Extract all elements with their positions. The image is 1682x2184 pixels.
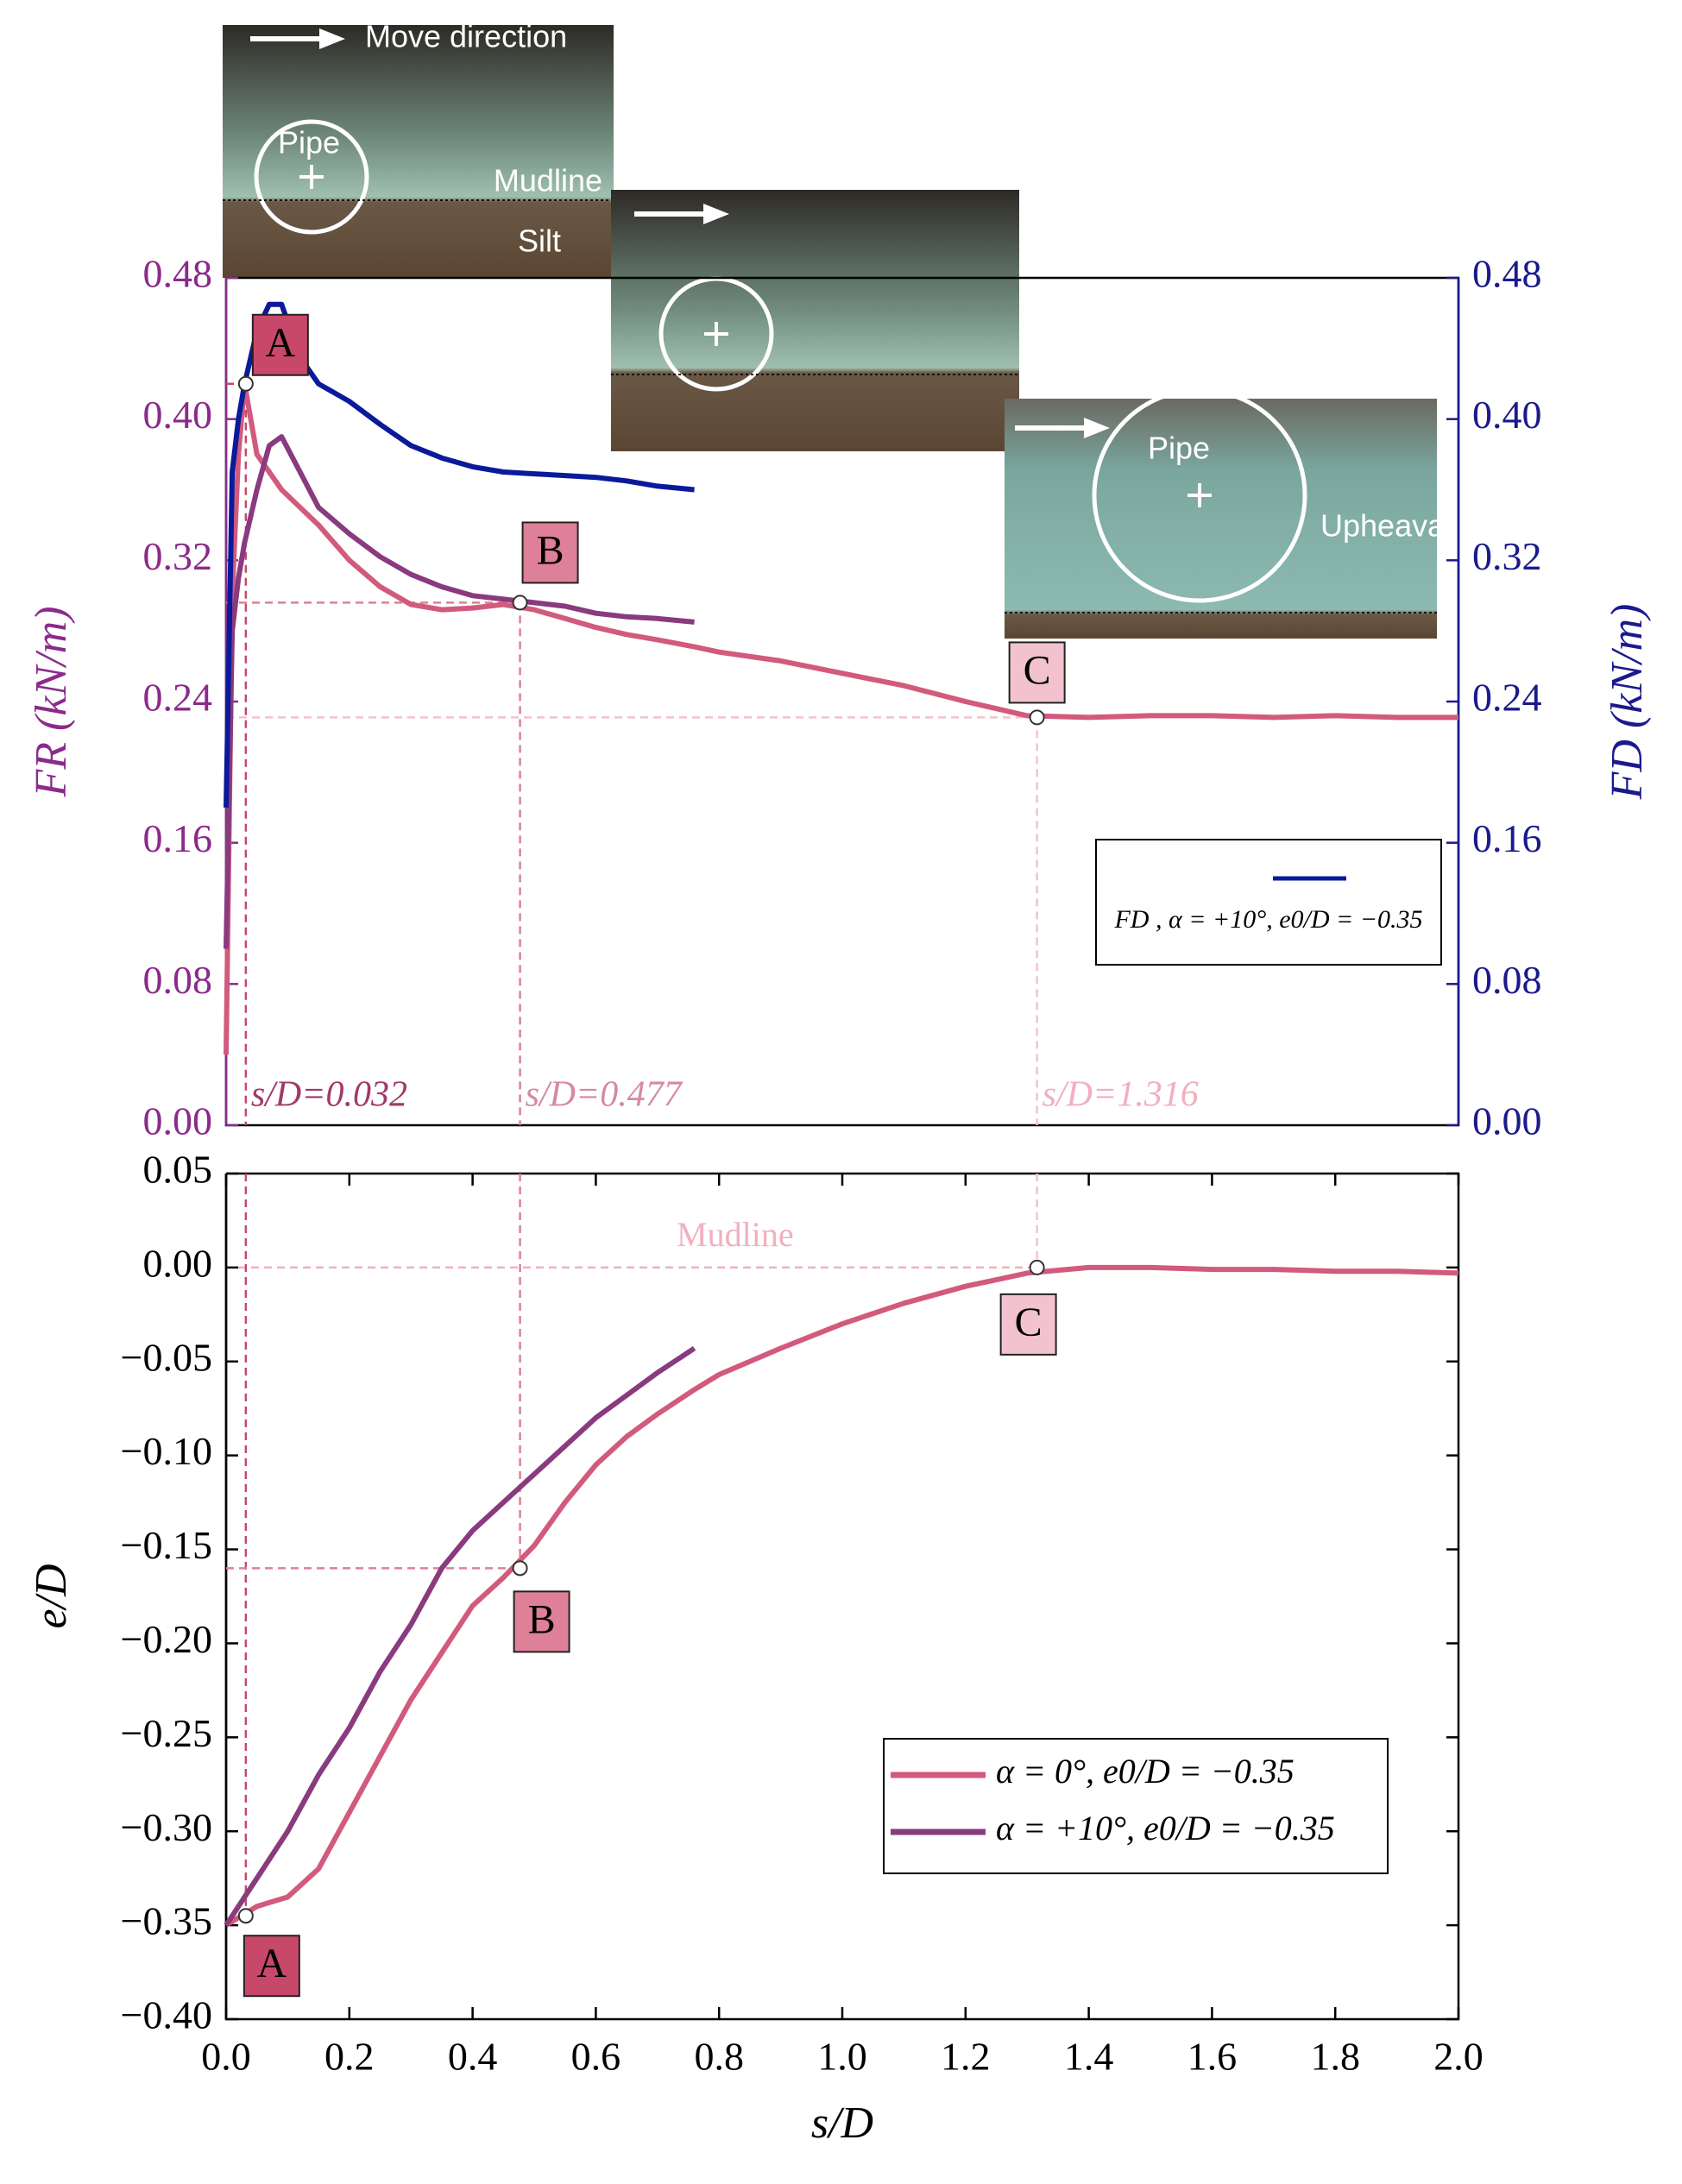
photo-label: Upheaval [1320,508,1452,544]
guide-note: s/D=1.316 [1043,1075,1199,1115]
series-line [224,381,1458,1055]
guide-note: s/D=0.477 [526,1075,684,1115]
y2-tick-label: 0.48 [1472,252,1542,296]
x-tick-label: 0.6 [571,2035,621,2079]
legend-box [883,1738,1389,1874]
y-tick-label: 0.32 [143,534,213,578]
point-box [521,521,579,584]
point-label: B [528,1596,556,1642]
x-tick-label: 1.6 [1187,2035,1238,2079]
x-axis-label: s/D [811,2099,873,2148]
x-tick-label: 1.8 [1310,2035,1360,2079]
series-line [224,301,695,808]
photo-inset: Move direction Pipe Mudline Silt [223,19,614,278]
y-tick-label: −0.20 [121,1617,212,1661]
photo-label: Mudline [494,163,602,198]
point-box [999,1293,1057,1356]
x-tick-label: 1.0 [817,2035,867,2079]
y-tick-label: −0.15 [121,1523,212,1567]
point-box [251,313,309,376]
photo-label: Pipe [278,125,340,160]
point-label: C [1024,647,1051,693]
y2-tick-label: 0.16 [1472,816,1542,860]
y-tick-label: 0.40 [143,393,213,437]
key-point [1029,1259,1045,1275]
x-tick-label: 0.4 [448,2035,498,2079]
series-line [224,434,695,949]
reference-label: Mudline [677,1215,794,1254]
key-point [512,595,528,611]
y-tick-label: 0.00 [143,1241,213,1285]
photo [223,25,614,278]
point-box [1008,641,1066,704]
y-tick-label: 0.00 [143,1099,213,1143]
point-box [243,1935,300,1998]
pipe-circle [1092,387,1307,603]
series-line [224,1264,1459,1928]
key-point [512,1560,528,1577]
guide-note: s/D=0.032 [251,1075,407,1115]
y-tick-label: 0.48 [143,252,213,296]
x-tick-label: 0.8 [694,2035,744,2079]
x-tick-label: 1.2 [941,2035,991,2079]
y-axis-label: FR (kN/m) [27,607,76,798]
photo-label: Silt [518,223,561,259]
y2-tick-label: 0.08 [1472,958,1542,1002]
photo [611,190,1019,451]
point-label: A [266,320,296,366]
y-tick-label: −0.10 [121,1429,212,1473]
y-tick-label: −0.25 [121,1711,212,1755]
y-axis-label: e/D [27,1564,76,1628]
photo-inset: Pipe Upheaval [1005,387,1452,639]
series-line [224,1345,696,1927]
y-tick-label: −0.35 [121,1899,212,1943]
pipe-center [1187,483,1212,507]
y-tick-label: 0.16 [143,816,213,860]
y2-tick-label: 0.40 [1472,393,1542,437]
legend-label: α = 0°, e0/D = −0.35 [996,1752,1295,1791]
point-label: B [537,527,564,573]
arrow-head [703,204,729,224]
y2-tick-label: 0.24 [1472,676,1542,720]
y-tick-label: −0.05 [121,1335,212,1379]
photo-label: Move direction [365,19,567,54]
y2-axis-label: FD (kN/m) [1603,604,1652,801]
x-tick-label: 2.0 [1433,2035,1484,2079]
arrow-head [1084,418,1110,438]
legend-box [1095,839,1442,966]
legend-label: α = +10°, e0/D = −0.35 [996,1809,1335,1847]
pipe-center [299,165,324,189]
x-tick-label: 0.0 [201,2035,251,2079]
point-box [513,1590,570,1653]
x-tick-label: 1.4 [1064,2035,1114,2079]
point-label: C [1015,1300,1043,1345]
y-tick-label: 0.05 [143,1148,213,1192]
photo-label: Pipe [1148,431,1210,466]
legend-label: FD , α = +10°, e0/D = −0.35 [1113,905,1422,934]
key-point [237,1908,254,1924]
arrow-head [319,28,345,49]
y-tick-label: 0.24 [143,676,213,720]
key-point [1029,709,1045,726]
y-tick-label: −0.40 [121,1993,212,2037]
y2-tick-label: 0.32 [1472,534,1542,578]
point-label: A [257,1941,287,1986]
pipe-center [704,322,728,346]
x-tick-label: 0.2 [324,2035,375,2079]
y2-tick-label: 0.00 [1472,1099,1542,1143]
y-tick-label: −0.30 [121,1805,212,1849]
axis-frame [224,1172,1460,2021]
y-tick-label: 0.08 [143,958,213,1002]
photo-inset [611,190,1019,451]
key-point [237,375,254,392]
pipe-circle [254,119,369,235]
